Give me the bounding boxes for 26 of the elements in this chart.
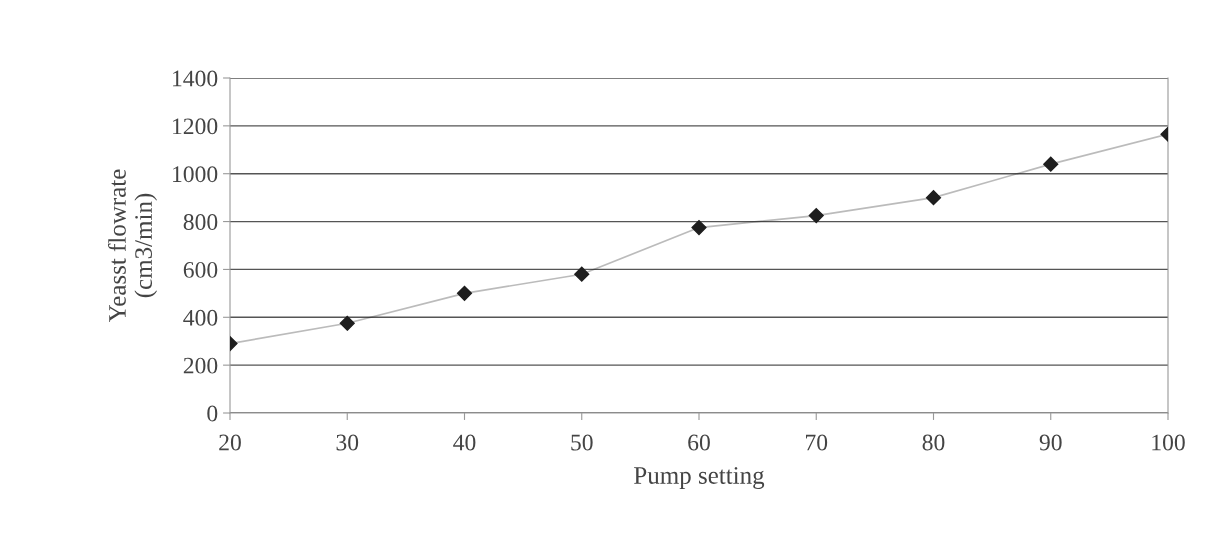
point (339, 315, 355, 331)
x-tick-label: 20 (219, 434, 241, 451)
x-tick-label: 80 (922, 434, 945, 451)
x-tick-label: 40 (453, 434, 476, 451)
y-tick-label: 200 (183, 357, 218, 374)
x-tick-label: 50 (571, 434, 593, 451)
x-tick-label: 70 (806, 434, 828, 451)
y-tick-label: 400 (183, 309, 218, 326)
x-axis-title: Pump setting (634, 467, 765, 490)
point (456, 285, 473, 301)
point (691, 219, 707, 236)
y-tick-label: 1000 (173, 166, 218, 183)
point (1043, 156, 1059, 172)
y-tick-label: 600 (183, 261, 218, 278)
x-tick-label: 90 (1039, 434, 1062, 451)
y-axis-title: Yeasst flowrate (cm3/min) (108, 169, 158, 323)
x-tick-label: 100 (1152, 434, 1185, 451)
y-tick-label: 800 (183, 214, 218, 230)
x-tick-label: 60 (688, 434, 710, 451)
point (925, 190, 942, 206)
point (808, 208, 824, 224)
point (574, 266, 590, 282)
y-tick-label: 1400 (173, 70, 218, 87)
y-tick-label: 0 (207, 405, 218, 422)
y-tick-label: 1200 (173, 118, 218, 135)
x-tick-label: 30 (336, 434, 359, 451)
